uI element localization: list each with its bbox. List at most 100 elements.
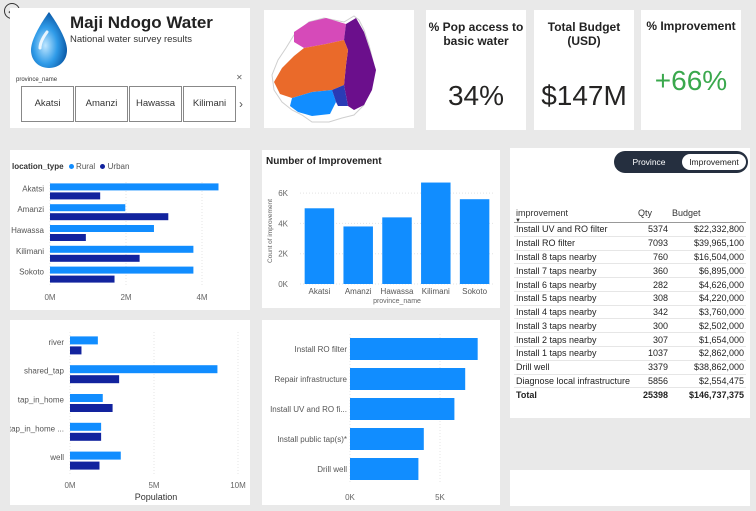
bar-akatsi[interactable]: [304, 208, 335, 284]
kpi-title-budget: Total Budget (USD): [547, 20, 621, 48]
cell-qty: 5374: [636, 222, 670, 237]
close-icon[interactable]: ✕: [236, 73, 243, 82]
table-row[interactable]: Install 4 taps nearby 342 $3,760,000: [514, 305, 746, 320]
x-axis-label: province_name: [373, 298, 421, 305]
toggle-province[interactable]: Province: [632, 157, 666, 167]
table-row[interactable]: Install RO filter 7093 $39,965,100: [514, 236, 746, 251]
x-tick-label: 0K: [345, 493, 355, 502]
category-label: Hawassa: [381, 287, 414, 296]
table-row[interactable]: Install UV and RO filter 5374 $22,332,800: [514, 222, 746, 237]
bar-amanzi[interactable]: [343, 226, 373, 284]
kpi-value-budget: $147M: [541, 80, 627, 111]
bar-urban-0[interactable]: [50, 192, 101, 200]
bar-rural-2[interactable]: [70, 394, 103, 402]
map-region-sokoto[interactable]: [344, 18, 376, 110]
table-row[interactable]: Install 6 taps nearby 282 $4,626,000: [514, 277, 746, 292]
bar-urban-2[interactable]: [50, 234, 86, 241]
bar-rural-3[interactable]: [50, 245, 194, 253]
bar-hawassa[interactable]: [382, 217, 412, 284]
column-header-qty[interactable]: Qty: [636, 206, 670, 223]
province-map[interactable]: [264, 10, 414, 128]
bar-sokoto[interactable]: [459, 199, 490, 284]
category-label: Install UV and RO fi...: [270, 405, 347, 414]
category-label: Install public tap(s)*: [277, 435, 347, 444]
bar-improvement-4[interactable]: [350, 458, 419, 480]
x-tick-label: 2M: [120, 293, 131, 302]
slicer-option-amanzi[interactable]: Amanzi: [75, 86, 128, 122]
column-header-budget[interactable]: Budget: [670, 206, 746, 223]
sort-desc-icon: ▼: [515, 218, 521, 224]
map-region-kilimani[interactable]: [294, 18, 346, 48]
water-source-chart[interactable]: 0M 5M 10M river shared_tap tap_in_home tap_in_…: [10, 320, 250, 505]
legend-dot-rural: [68, 164, 74, 169]
table-row[interactable]: Diagnose local infrastructure 5856 $2,554,…: [514, 374, 746, 389]
improvement-count-chart-panel: Number of Improvement 0K 2K 4K 6K Akatsi Aman…: [262, 150, 500, 308]
cell-budget: $22,332,800: [670, 222, 746, 237]
category-label: Kilimani: [422, 287, 450, 296]
bar-urban-1[interactable]: [50, 213, 169, 221]
bar-rural-4[interactable]: [50, 266, 194, 274]
cell-budget: $2,554,475: [670, 374, 746, 389]
slicer-option-kilimani[interactable]: Kilimani: [183, 86, 236, 122]
bar-urban-0[interactable]: [70, 346, 82, 355]
bar-urban-2[interactable]: [70, 404, 113, 412]
bar-urban-1[interactable]: [70, 375, 120, 384]
table-row[interactable]: Install 8 taps nearby 760 $16,504,000: [514, 250, 746, 265]
map-region-amanzi[interactable]: [332, 85, 348, 106]
improvement-count-chart[interactable]: 0K 2K 4K 6K Akatsi Amanzi Hawassa Kilimani Sokot…: [262, 150, 500, 308]
bar-rural-0[interactable]: [70, 336, 98, 345]
category-label: well: [49, 453, 64, 462]
bar-improvement-2[interactable]: [350, 398, 455, 420]
bar-rural-2[interactable]: [50, 225, 154, 232]
bar-improvement-1[interactable]: [350, 368, 466, 390]
bar-urban-3[interactable]: [70, 432, 102, 441]
page-title: Maji Ndogo Water: [70, 13, 213, 32]
table-row[interactable]: Install 3 taps nearby 300 $2,502,000: [514, 318, 746, 334]
column-header-improvement[interactable]: improvement: [514, 206, 636, 223]
cell-budget: $3,760,000: [670, 305, 746, 320]
table-row[interactable]: Install 1 taps nearby 1037 $2,862,000: [514, 346, 746, 361]
category-label: tap_in_home: [18, 396, 65, 405]
map-region-akatsi[interactable]: [274, 40, 348, 98]
category-label: Sokoto: [19, 268, 44, 277]
bar-improvement-0[interactable]: [350, 338, 478, 360]
slicer-option-akatsi[interactable]: Akatsi: [21, 86, 74, 122]
category-label: tap_in_home ...: [10, 424, 64, 433]
category-label: Akatsi: [22, 184, 44, 193]
category-label: river: [48, 338, 64, 347]
bar-urban-4[interactable]: [70, 461, 100, 470]
location-type-chart[interactable]: 0M 2M 4M Akatsi Amanzi Hawassa Kilimani Sokoto: [10, 150, 250, 310]
bar-rural-4[interactable]: [70, 451, 121, 460]
cell-improvement: Install UV and RO filter: [514, 222, 636, 237]
bar-improvement-3[interactable]: [350, 428, 424, 450]
table-row[interactable]: Install 2 taps nearby 307 $1,654,000: [514, 332, 746, 348]
kpi-value-access: 34%: [447, 80, 505, 111]
table-row[interactable]: Install 5 taps nearby 308 $4,220,000: [514, 291, 746, 306]
cell-qty: 300: [636, 318, 670, 334]
kpi-value-improvement: +66%: [654, 65, 728, 96]
bar-kilimani[interactable]: [421, 182, 451, 284]
table-row[interactable]: Install 7 taps nearby 360 $6,895,000: [514, 263, 746, 279]
cell-improvement: Install 6 taps nearby: [514, 277, 636, 292]
water-source-chart-panel: 0M 5M 10M river shared_tap tap_in_home tap_in_…: [10, 320, 250, 505]
bar-rural-0[interactable]: [50, 183, 219, 191]
blank-panel: [510, 470, 750, 506]
y-axis-label: Count of improvement: [267, 199, 274, 263]
bar-rural-3[interactable]: [70, 422, 102, 431]
cell-budget: $38,862,000: [670, 360, 746, 375]
slicer-option-hawassa[interactable]: Hawassa: [129, 86, 182, 122]
kpi-title-improvement: % Improvement: [646, 19, 736, 33]
cell-budget: $2,502,000: [670, 318, 746, 334]
bar-urban-4[interactable]: [50, 275, 115, 283]
toggle-improvement[interactable]: Improvement: [682, 154, 746, 170]
bar-urban-3[interactable]: [50, 254, 140, 262]
table-row[interactable]: Drill well 3379 $38,862,000: [514, 360, 746, 375]
bar-rural-1[interactable]: [50, 204, 126, 212]
y-tick-label: 6K: [278, 189, 288, 198]
map-region-hawassa[interactable]: [290, 90, 336, 116]
chevron-right-icon[interactable]: ›: [239, 97, 243, 111]
cell-improvement: Install 2 taps nearby: [514, 332, 636, 348]
cell-qty: 308: [636, 291, 670, 306]
improvement-type-chart[interactable]: 0K 5K Install RO filter Repair infrastructu…: [262, 320, 500, 505]
bar-rural-1[interactable]: [70, 365, 218, 374]
